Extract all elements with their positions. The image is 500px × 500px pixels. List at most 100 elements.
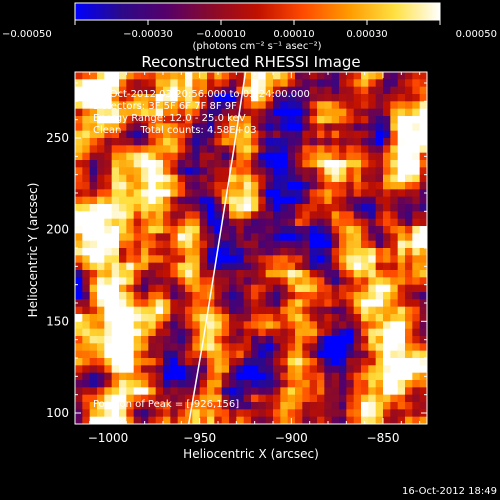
heatmap-cell (397, 416, 406, 424)
heatmap-cell (104, 277, 113, 286)
heatmap-cell (251, 255, 259, 264)
heatmap-cell (155, 116, 164, 124)
heatmap-cell (265, 218, 274, 227)
heatmap-cell (339, 152, 347, 161)
heatmap-cell (353, 86, 362, 95)
heatmap-cell (412, 343, 421, 352)
heatmap-cell (383, 314, 391, 322)
heatmap-cell (185, 409, 193, 418)
heatmap-cell (119, 284, 127, 293)
heatmap-cell (324, 160, 333, 168)
heatmap-cell (126, 292, 135, 300)
heatmap-cell (177, 101, 186, 110)
heatmap-cell (229, 94, 237, 102)
heatmap-cell (126, 409, 135, 418)
heatmap-cell (119, 255, 127, 264)
heatmap-cell (229, 189, 237, 198)
heatmap-cell (295, 189, 303, 198)
heatmap-cell (185, 138, 193, 146)
heatmap-cell (133, 138, 142, 146)
energy-range-annotation: Energy Range: 12.0 - 25.0 keV (93, 113, 246, 124)
heatmap-cell (185, 130, 193, 139)
heatmap-cell (82, 211, 91, 220)
heatmap-cell (148, 108, 157, 117)
heatmap-cell (148, 321, 157, 330)
heatmap-cell (119, 182, 127, 190)
heatmap-cell (185, 86, 193, 95)
heatmap-cell (375, 255, 384, 264)
heatmap-cell (309, 189, 318, 198)
heatmap-cell (104, 365, 113, 374)
heatmap-cell (82, 226, 91, 234)
heatmap-cell (280, 196, 289, 205)
heatmap-cell (111, 358, 120, 366)
heatmap-cell (251, 394, 259, 403)
heatmap-cell (141, 240, 149, 249)
heatmap-cell (207, 372, 215, 381)
heatmap-cell (126, 116, 135, 124)
heatmap-cell (155, 409, 164, 418)
heatmap-cell (383, 204, 391, 212)
heatmap-cell (163, 343, 171, 352)
heatmap-cell (177, 306, 186, 315)
heatmap-cell (214, 409, 223, 418)
heatmap-cell (214, 79, 223, 88)
heatmap-cell (339, 174, 347, 183)
heatmap-cell (302, 409, 311, 418)
heatmap-cell (75, 167, 83, 176)
heatmap-cell (199, 138, 208, 146)
heatmap-cell (383, 394, 391, 403)
heatmap-cell (236, 196, 245, 205)
heatmap-cell (185, 299, 193, 308)
heatmap-cell (383, 409, 391, 418)
heatmap-cell (397, 108, 406, 117)
heatmap-cell (185, 380, 193, 388)
heatmap-cell (97, 402, 105, 410)
heatmap-cell (302, 299, 311, 308)
heatmap-cell (280, 123, 289, 132)
heatmap-cell (346, 101, 355, 110)
heatmap-cell (126, 358, 135, 366)
heatmap-cell (412, 116, 421, 124)
heatmap-cell (192, 321, 201, 330)
heatmap-cell (353, 299, 362, 308)
heatmap-cell (104, 167, 113, 176)
heatmap-cell (405, 277, 413, 286)
heatmap-cell (419, 306, 427, 315)
heatmap-cell (192, 101, 201, 110)
x-tick-label: −1000 (88, 431, 129, 445)
heatmap-cell (419, 277, 427, 286)
heatmap-cell (155, 358, 164, 366)
heatmap-cell (251, 328, 259, 337)
heatmap-cell (89, 167, 98, 176)
heatmap-cell (97, 365, 105, 374)
heatmap-cell (258, 94, 267, 102)
heatmap-cell (324, 226, 333, 234)
heatmap-cell (280, 167, 289, 176)
heatmap-cell (361, 387, 369, 396)
heatmap-cell (353, 402, 362, 410)
heatmap-cell (148, 226, 157, 234)
heatmap-cell (397, 387, 406, 396)
heatmap-cell (346, 196, 355, 205)
heatmap-cell (302, 306, 311, 315)
heatmap-cell (295, 72, 303, 80)
heatmap-cell (368, 123, 377, 132)
heatmap-cell (111, 130, 120, 139)
heatmap-cell (148, 365, 157, 374)
heatmap-cell (97, 358, 105, 366)
heatmap-cell (383, 86, 391, 95)
heatmap-cell (185, 240, 193, 249)
heatmap-cell (419, 292, 427, 300)
heatmap-cell (295, 402, 303, 410)
heatmap-cell (331, 358, 340, 366)
heatmap-cell (383, 277, 391, 286)
heatmap-cell (185, 277, 193, 286)
heatmap-cell (97, 204, 105, 212)
heatmap-cell (324, 306, 333, 315)
heatmap-cell (309, 328, 318, 337)
heatmap-cell (375, 270, 384, 278)
heatmap-cell (111, 336, 120, 344)
heatmap-cell (192, 189, 201, 198)
heatmap-cell (287, 152, 296, 161)
